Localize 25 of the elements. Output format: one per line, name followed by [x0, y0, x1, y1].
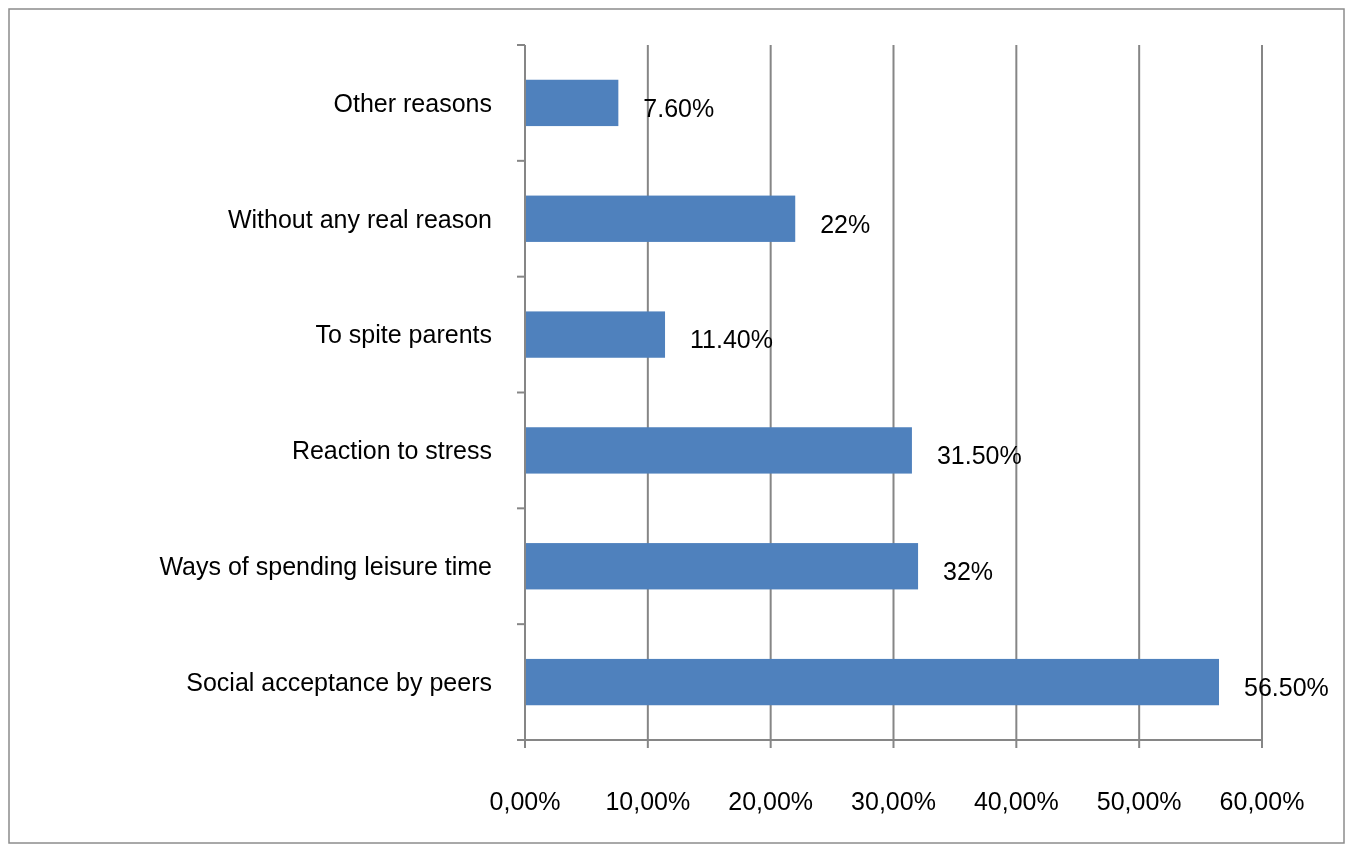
bar: [525, 79, 619, 127]
y-tick-label: Ways of spending leisure time: [159, 552, 492, 580]
x-tick-label: 40,00%: [973, 787, 1059, 815]
y-tick-label: Reaction to stress: [291, 436, 492, 465]
data-label: 22%: [820, 209, 871, 238]
bar: [525, 543, 919, 590]
bar: [525, 311, 666, 358]
x-tick-label: 60,00%: [1219, 787, 1305, 815]
y-tick-label: To spite parents: [315, 320, 492, 349]
x-tick-label: 30,00%: [851, 787, 936, 815]
data-label: 32%: [943, 557, 994, 585]
data-label: 56.50%: [1244, 672, 1329, 701]
y-tick-label: Without any real reason: [227, 204, 492, 233]
data-label: 7.60%: [643, 93, 715, 122]
bar: [525, 195, 796, 242]
bar: [525, 658, 1220, 706]
y-tick-label: Social acceptance by peers: [186, 667, 492, 696]
x-tick-label: 0,00%: [489, 787, 561, 815]
data-label: 11.40%: [690, 325, 773, 354]
x-tick-label: 20,00%: [728, 787, 814, 815]
y-tick-label: Other reasons: [333, 88, 492, 117]
bar: [525, 427, 912, 474]
x-tick-label: 50,00%: [1096, 787, 1182, 815]
x-tick-label: 10,00%: [605, 787, 691, 815]
data-label: 31.50%: [936, 441, 1022, 470]
